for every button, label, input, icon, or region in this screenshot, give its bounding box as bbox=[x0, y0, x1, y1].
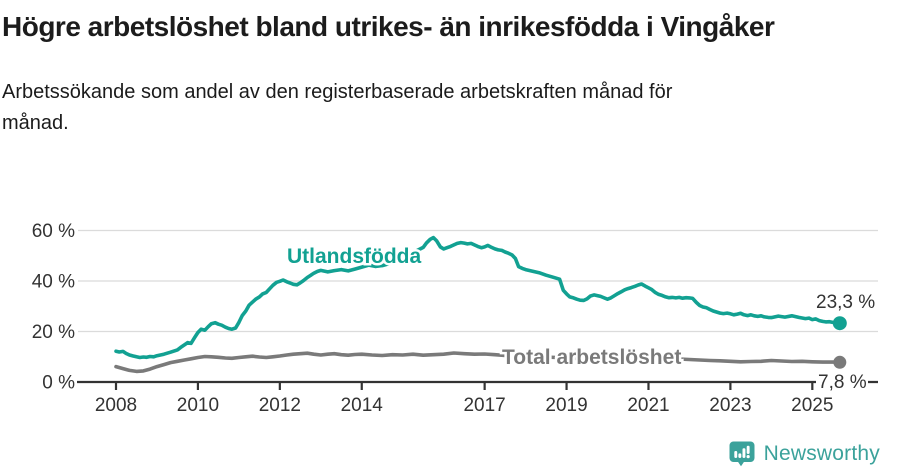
series-end-value-total: 7,8 % bbox=[818, 372, 867, 393]
x-tick-label: 2025 bbox=[791, 395, 833, 416]
y-tick-label: 0 % bbox=[42, 373, 75, 394]
x-tick-label: 2014 bbox=[341, 395, 384, 416]
series-end-dot-total bbox=[833, 355, 847, 369]
y-tick-label: 40 % bbox=[32, 272, 75, 293]
newsworthy-speech-bubble-bar-chart-icon bbox=[728, 440, 756, 468]
series-line-total bbox=[114, 351, 842, 374]
chart-subtitle: Arbetssökande som andel av den registerb… bbox=[2, 81, 673, 134]
newsworthy-logo[interactable]: Newsworthy bbox=[728, 440, 880, 468]
x-tick-label: 2021 bbox=[627, 395, 669, 416]
series-label-total: Total arbetslöshet bbox=[502, 346, 681, 369]
x-tick-label: 2017 bbox=[463, 395, 505, 416]
end-label-background bbox=[816, 372, 868, 391]
series-line-utlandsfodda bbox=[114, 235, 842, 360]
x-tick-label: 2019 bbox=[545, 395, 587, 416]
newsworthy-brand-name: Newsworthy bbox=[763, 442, 880, 465]
series-end-value-utlandsfodda: 23,3 % bbox=[816, 292, 875, 313]
x-tick-label: 2010 bbox=[177, 395, 219, 416]
x-tick-label: 2023 bbox=[709, 395, 751, 416]
y-tick-label: 20 % bbox=[32, 322, 75, 343]
series-label-utlandsfodda: Utlandsfödda bbox=[287, 245, 421, 268]
y-tick-label: 60 % bbox=[32, 221, 75, 242]
x-tick-label: 2008 bbox=[95, 395, 137, 416]
page-title: Högre arbetslöshet bland utrikes- än inr… bbox=[2, 11, 775, 42]
x-tick-label: 2012 bbox=[259, 395, 301, 416]
series-end-dot-utlandsfodda bbox=[832, 316, 847, 331]
